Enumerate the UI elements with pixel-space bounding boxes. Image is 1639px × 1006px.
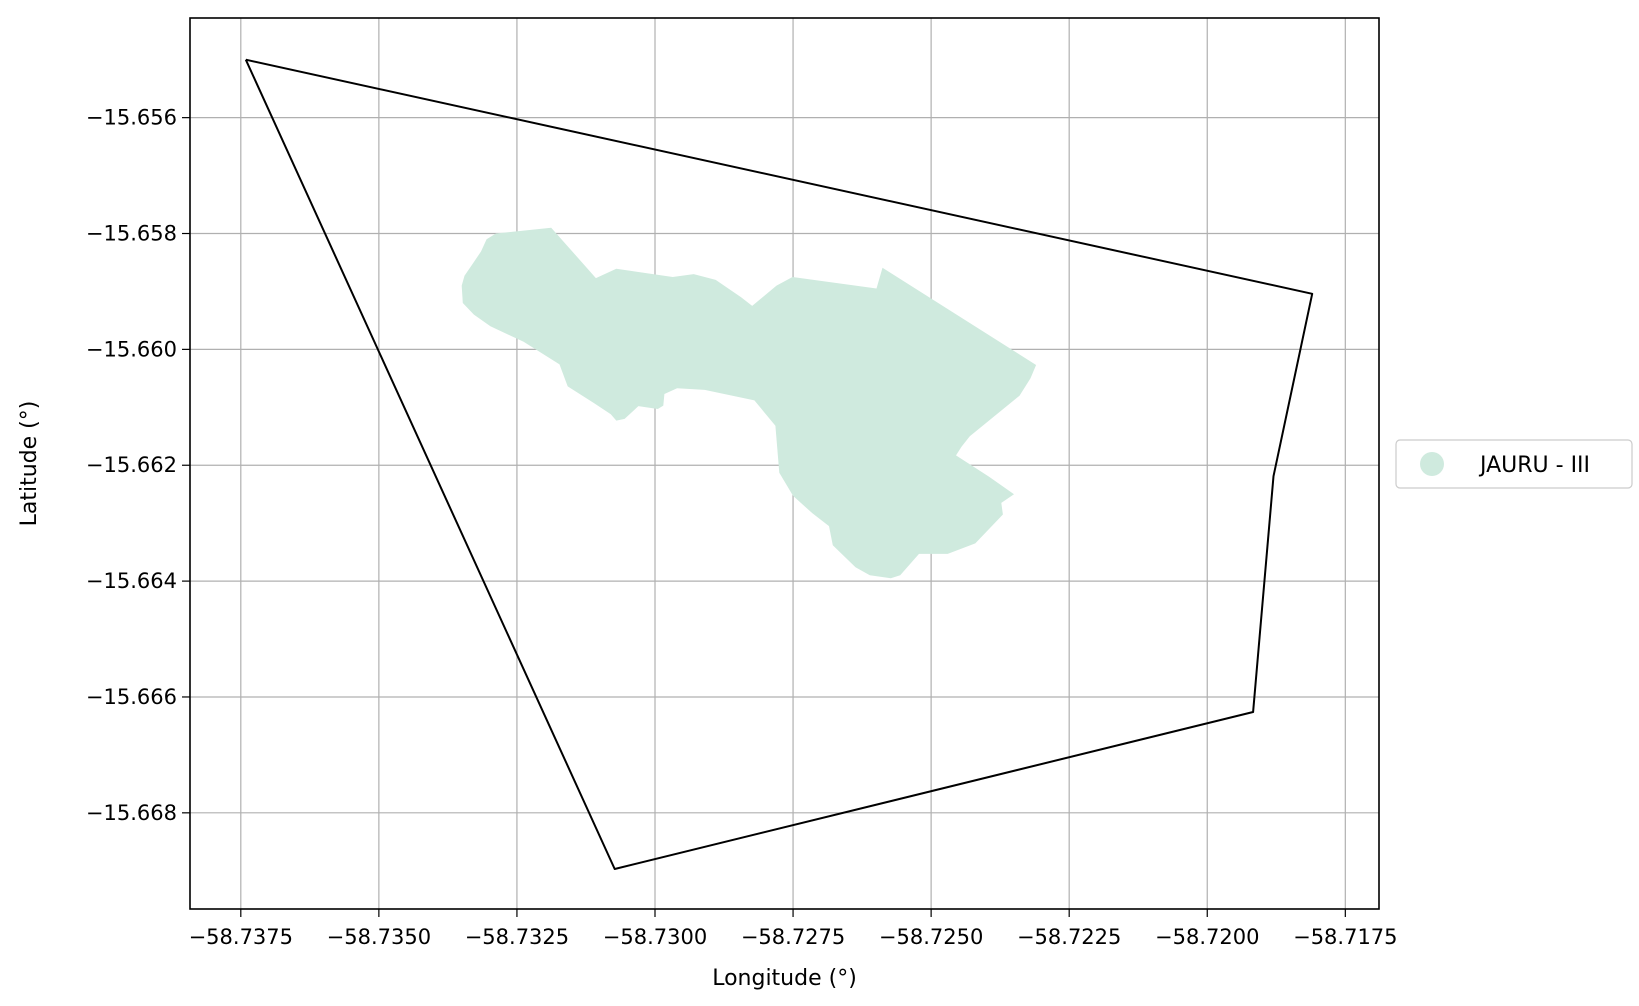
x-tick-label-6: −58.7225 [1017, 925, 1121, 949]
x-tick-label-0: −58.7375 [189, 925, 293, 949]
grid [190, 18, 1379, 909]
y-tick-label-6: −15.668 [86, 801, 177, 825]
y-tick-label-5: −15.666 [86, 685, 177, 709]
y-tick-label-2: −15.660 [86, 337, 177, 361]
y-tick-label-3: −15.662 [86, 453, 177, 477]
boundary [244, 58, 1314, 870]
x-tick-label-1: −58.7350 [327, 925, 431, 949]
x-tick-label-8: −58.7175 [1293, 925, 1397, 949]
boundary-polygon [244, 58, 1314, 870]
legend: JAURU - III [1395, 439, 1633, 489]
y-tick-label-0: −15.656 [86, 106, 177, 130]
legend-label-jauru: JAURU - III [1478, 453, 1590, 478]
jauru-iii-polygon [461, 227, 1037, 579]
x-tick-label-7: −58.7200 [1155, 925, 1259, 949]
legend-marker-jauru [1420, 452, 1444, 476]
x-tick-label-3: −58.7300 [603, 925, 707, 949]
y-axis-ticks: −15.656 −15.658 −15.660 −15.662 −15.664 −15.6… [86, 106, 190, 825]
x-axis-title: Longitude (°) [712, 966, 857, 991]
y-axis-title: Latitude (°) [17, 401, 42, 527]
plot-frame [189, 17, 1380, 910]
jauru-area [461, 227, 1037, 579]
x-tick-label-2: −58.7325 [465, 925, 569, 949]
x-tick-label-4: −58.7275 [741, 925, 845, 949]
y-tick-label-1: −15.658 [86, 222, 177, 246]
y-tick-label-4: −15.664 [86, 569, 177, 593]
x-tick-label-5: −58.7250 [879, 925, 983, 949]
legend-box [1395, 439, 1633, 489]
x-axis-ticks: −58.7375 −58.7350 −58.7325 −58.7300 −58.7275… [189, 909, 1398, 949]
